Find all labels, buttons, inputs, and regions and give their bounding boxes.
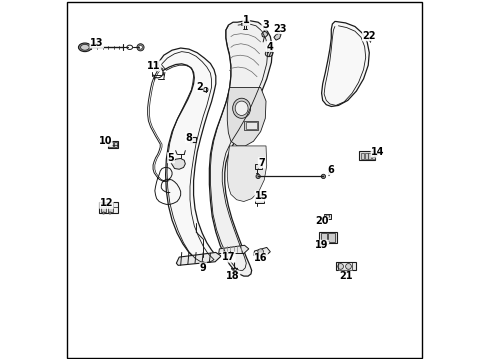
Bar <box>109 142 112 147</box>
Ellipse shape <box>325 215 329 218</box>
Text: 7: 7 <box>258 158 264 168</box>
Polygon shape <box>227 87 265 146</box>
Bar <box>107 203 113 212</box>
Ellipse shape <box>108 212 111 214</box>
Text: 14: 14 <box>370 147 384 158</box>
Text: 1: 1 <box>243 15 249 26</box>
Ellipse shape <box>102 212 105 214</box>
Text: 9: 9 <box>200 262 206 273</box>
Bar <box>99 202 118 213</box>
Bar <box>360 153 363 159</box>
Bar <box>244 121 258 130</box>
Text: 23: 23 <box>272 24 286 34</box>
Bar <box>319 232 336 243</box>
Bar <box>364 153 367 159</box>
Bar <box>190 137 196 142</box>
Text: 22: 22 <box>362 31 375 42</box>
Polygon shape <box>171 158 185 169</box>
Bar <box>328 233 334 242</box>
Ellipse shape <box>81 44 89 50</box>
Ellipse shape <box>265 51 272 57</box>
Polygon shape <box>253 247 270 256</box>
Bar <box>113 142 117 147</box>
Polygon shape <box>261 31 267 37</box>
Ellipse shape <box>337 264 343 269</box>
Ellipse shape <box>345 264 351 269</box>
Bar <box>367 153 370 159</box>
Bar <box>359 151 375 160</box>
Polygon shape <box>321 22 368 107</box>
Text: 12: 12 <box>100 198 113 208</box>
Text: 21: 21 <box>338 270 352 281</box>
Polygon shape <box>218 245 248 253</box>
Text: 6: 6 <box>326 165 333 176</box>
Polygon shape <box>227 146 266 202</box>
Text: 19: 19 <box>314 240 327 250</box>
Bar <box>255 197 264 203</box>
Text: 13: 13 <box>90 38 103 48</box>
Text: 20: 20 <box>314 216 327 226</box>
Text: 3: 3 <box>262 20 268 31</box>
Ellipse shape <box>137 44 144 51</box>
Text: 17: 17 <box>221 252 235 262</box>
Text: 18: 18 <box>226 271 239 281</box>
Polygon shape <box>176 252 221 265</box>
Polygon shape <box>273 33 281 40</box>
Text: 15: 15 <box>254 191 268 201</box>
Text: 11: 11 <box>147 61 161 72</box>
Bar <box>107 140 118 148</box>
Text: 8: 8 <box>185 133 192 143</box>
Ellipse shape <box>325 241 329 244</box>
Ellipse shape <box>78 43 91 51</box>
Ellipse shape <box>257 249 263 255</box>
Text: 5: 5 <box>167 153 174 163</box>
Polygon shape <box>209 21 272 276</box>
Bar <box>324 214 330 219</box>
Bar <box>245 122 257 129</box>
Text: 16: 16 <box>253 253 267 263</box>
Polygon shape <box>158 48 216 262</box>
Ellipse shape <box>139 45 142 49</box>
Bar <box>320 233 326 242</box>
Bar <box>101 203 106 212</box>
Bar <box>335 262 355 270</box>
Ellipse shape <box>232 98 250 118</box>
Bar <box>254 163 262 169</box>
Ellipse shape <box>321 174 325 179</box>
Text: 10: 10 <box>99 136 112 146</box>
Text: 4: 4 <box>265 42 272 53</box>
Text: 2: 2 <box>196 82 203 92</box>
Bar <box>371 153 374 159</box>
FancyBboxPatch shape <box>67 3 421 357</box>
Ellipse shape <box>255 174 260 179</box>
Ellipse shape <box>235 101 247 116</box>
